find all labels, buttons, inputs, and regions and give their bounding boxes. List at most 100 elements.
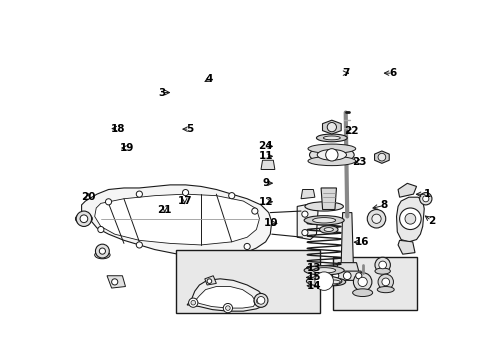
Polygon shape bbox=[95, 194, 259, 245]
Circle shape bbox=[343, 272, 350, 280]
Circle shape bbox=[301, 211, 307, 217]
Ellipse shape bbox=[307, 144, 355, 153]
Circle shape bbox=[353, 273, 371, 291]
Circle shape bbox=[223, 303, 232, 313]
Text: 1: 1 bbox=[423, 189, 430, 199]
Polygon shape bbox=[331, 271, 362, 280]
Bar bbox=[333, 257, 416, 310]
Polygon shape bbox=[297, 203, 317, 239]
Polygon shape bbox=[322, 120, 341, 134]
Polygon shape bbox=[341, 213, 353, 266]
Ellipse shape bbox=[326, 280, 340, 284]
Circle shape bbox=[251, 208, 257, 214]
Polygon shape bbox=[397, 240, 414, 254]
Circle shape bbox=[325, 149, 337, 161]
Circle shape bbox=[377, 153, 385, 161]
Circle shape bbox=[105, 199, 111, 205]
Text: 15: 15 bbox=[306, 273, 321, 283]
Circle shape bbox=[404, 213, 415, 224]
Ellipse shape bbox=[317, 149, 346, 160]
Polygon shape bbox=[396, 197, 424, 242]
Text: 6: 6 bbox=[388, 68, 396, 78]
Text: 8: 8 bbox=[380, 201, 387, 210]
Ellipse shape bbox=[304, 216, 344, 225]
Circle shape bbox=[188, 298, 198, 307]
Circle shape bbox=[366, 210, 385, 228]
Ellipse shape bbox=[377, 287, 393, 293]
Text: 22: 22 bbox=[344, 126, 358, 136]
Circle shape bbox=[355, 273, 361, 279]
Circle shape bbox=[182, 189, 188, 195]
Circle shape bbox=[377, 274, 393, 289]
Circle shape bbox=[99, 248, 105, 254]
Circle shape bbox=[228, 193, 234, 199]
Circle shape bbox=[256, 299, 261, 303]
Text: 16: 16 bbox=[354, 237, 368, 247]
Circle shape bbox=[357, 277, 366, 287]
Circle shape bbox=[207, 279, 211, 283]
Circle shape bbox=[98, 226, 104, 233]
Ellipse shape bbox=[319, 226, 337, 233]
Text: 21: 21 bbox=[157, 204, 172, 215]
Circle shape bbox=[374, 257, 389, 273]
Polygon shape bbox=[321, 188, 336, 210]
Polygon shape bbox=[81, 185, 271, 257]
Text: 14: 14 bbox=[306, 281, 321, 291]
Text: 19: 19 bbox=[120, 143, 134, 153]
Circle shape bbox=[76, 211, 91, 226]
Ellipse shape bbox=[316, 134, 346, 142]
Polygon shape bbox=[187, 279, 265, 311]
Circle shape bbox=[95, 244, 109, 258]
Text: 2: 2 bbox=[427, 216, 434, 226]
Text: 3: 3 bbox=[158, 87, 165, 98]
Text: 18: 18 bbox=[111, 123, 125, 134]
Polygon shape bbox=[335, 263, 359, 274]
Circle shape bbox=[244, 243, 250, 249]
Text: 20: 20 bbox=[81, 192, 95, 202]
Text: 10: 10 bbox=[263, 219, 277, 228]
Text: 11: 11 bbox=[258, 151, 272, 161]
Circle shape bbox=[254, 297, 263, 306]
Circle shape bbox=[136, 242, 142, 248]
Ellipse shape bbox=[312, 217, 335, 223]
Text: 7: 7 bbox=[341, 68, 348, 78]
Ellipse shape bbox=[305, 202, 343, 211]
Circle shape bbox=[111, 279, 118, 285]
Text: 24: 24 bbox=[258, 141, 272, 151]
Circle shape bbox=[332, 273, 338, 279]
Circle shape bbox=[190, 300, 195, 305]
Ellipse shape bbox=[324, 228, 333, 231]
Ellipse shape bbox=[307, 156, 355, 166]
Circle shape bbox=[136, 191, 142, 197]
Polygon shape bbox=[301, 189, 314, 199]
Circle shape bbox=[326, 122, 336, 132]
Polygon shape bbox=[261, 160, 274, 170]
Text: 9: 9 bbox=[262, 178, 269, 188]
Circle shape bbox=[419, 193, 431, 205]
Ellipse shape bbox=[312, 267, 335, 273]
Circle shape bbox=[314, 272, 333, 291]
Circle shape bbox=[257, 297, 264, 304]
Circle shape bbox=[422, 195, 428, 202]
Circle shape bbox=[371, 214, 380, 223]
Text: 5: 5 bbox=[185, 124, 193, 134]
Bar bbox=[176, 249, 319, 313]
Ellipse shape bbox=[95, 251, 110, 259]
Circle shape bbox=[254, 293, 267, 307]
Text: 13: 13 bbox=[306, 263, 321, 273]
Circle shape bbox=[80, 215, 87, 222]
Text: 23: 23 bbox=[352, 157, 366, 167]
Ellipse shape bbox=[306, 276, 341, 286]
Circle shape bbox=[381, 278, 389, 286]
Text: 17: 17 bbox=[177, 195, 192, 206]
Ellipse shape bbox=[75, 213, 92, 224]
Text: 12: 12 bbox=[258, 197, 272, 207]
Polygon shape bbox=[194, 287, 256, 308]
Polygon shape bbox=[374, 151, 388, 163]
Ellipse shape bbox=[352, 289, 372, 297]
Ellipse shape bbox=[304, 266, 344, 275]
Polygon shape bbox=[107, 276, 125, 288]
Circle shape bbox=[378, 261, 386, 269]
Polygon shape bbox=[397, 183, 416, 197]
Circle shape bbox=[225, 306, 230, 310]
